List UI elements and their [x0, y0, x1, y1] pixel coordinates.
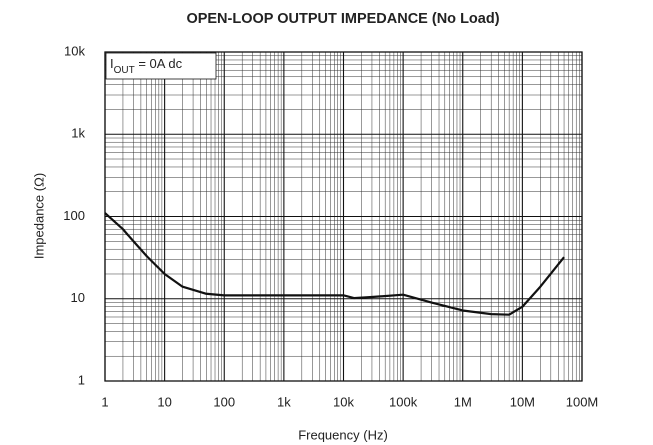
y-tick-label: 100 — [63, 208, 85, 223]
x-tick-label: 1 — [101, 394, 108, 409]
annotation-sub: OUT — [114, 65, 135, 76]
annotation-main: I — [110, 56, 114, 71]
x-tick-label: 100 — [213, 394, 235, 409]
y-axis-label: Impedance (Ω) — [31, 173, 46, 259]
x-tick-label: 100M — [566, 394, 599, 409]
plot-frame — [104, 51, 583, 382]
x-tick-label: 1k — [277, 394, 291, 409]
chart-title: OPEN-LOOP OUTPUT IMPEDANCE (No Load) — [186, 11, 499, 27]
y-tick-label: 1k — [71, 126, 85, 141]
x-tick-label: 10k — [333, 394, 354, 409]
y-tick-label: 10 — [71, 290, 85, 305]
impedance-line — [104, 212, 565, 316]
x-tick-label: 1M — [454, 394, 472, 409]
x-axis-label: Frequency (Hz) — [298, 427, 388, 442]
annotation-rest: = 0A dc — [135, 56, 183, 71]
y-tick-label: 1 — [78, 372, 85, 387]
x-tick-label: 10 — [157, 394, 171, 409]
x-tick-label: 10M — [510, 394, 535, 409]
x-tick-label: 100k — [389, 394, 418, 409]
y-tick-label: 10k — [64, 43, 85, 58]
annotation-box — [105, 52, 217, 80]
annotation: IOUT = 0A dc — [110, 56, 183, 75]
